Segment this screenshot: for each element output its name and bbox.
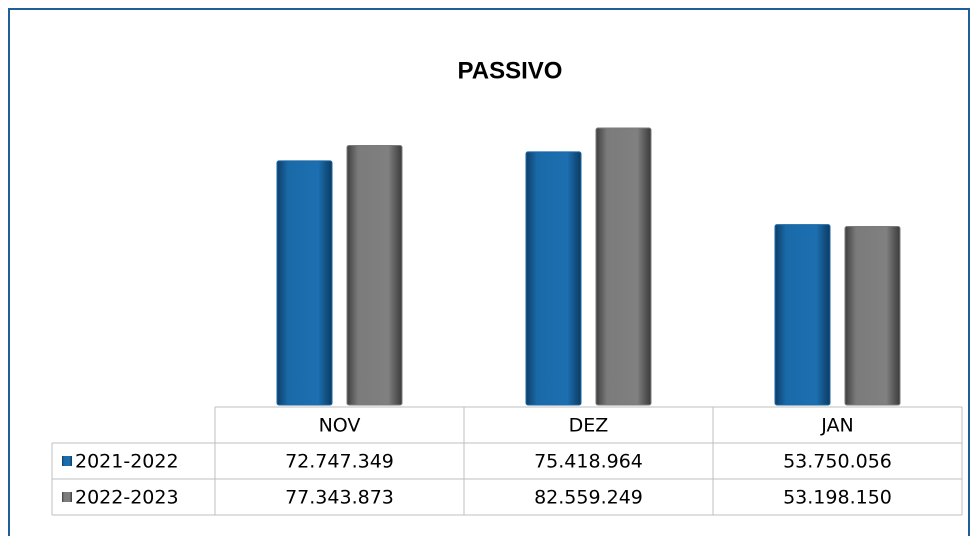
data-label: 77.343.873: [285, 487, 394, 509]
legend-marker: [62, 456, 72, 466]
chart-title: PASSIVO: [458, 57, 563, 84]
x-tick-label: NOV: [319, 415, 361, 437]
bar: [346, 144, 403, 406]
x-tick-label: DEZ: [569, 415, 609, 437]
bar: [276, 160, 333, 406]
x-tick-label: JAN: [820, 415, 853, 437]
legend-label: 2021-2022: [75, 451, 179, 473]
data-label: 72.747.349: [285, 451, 394, 473]
legend-label: 2022-2023: [75, 487, 179, 509]
data-label: 53.198.150: [783, 487, 892, 509]
bar: [844, 225, 901, 406]
frame: [8, 8, 970, 536]
data-label: 82.559.249: [534, 487, 643, 509]
bar: [774, 224, 831, 406]
legend-marker: [62, 492, 72, 502]
data-label: 75.418.964: [534, 451, 643, 473]
data-label: 53.750.056: [783, 451, 892, 473]
bar: [525, 151, 582, 406]
bar: [595, 127, 652, 406]
